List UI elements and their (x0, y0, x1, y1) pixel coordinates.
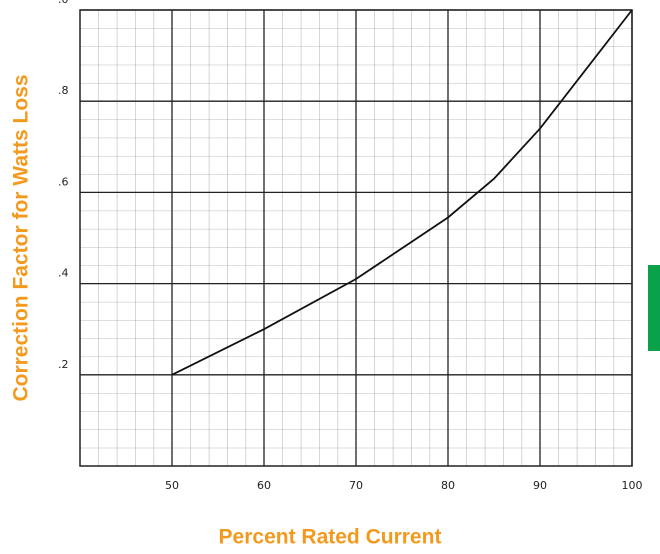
x-tick-label: 90 (533, 479, 547, 492)
x-tick-label: 80 (441, 479, 455, 492)
x-tick-label: 50 (165, 479, 179, 492)
data-line (171, 9, 633, 376)
side-tab (648, 265, 660, 351)
y-tick-label: .2 (58, 358, 69, 371)
y-tick-label: .4 (58, 267, 69, 280)
x-axis-title: Percent Rated Current (219, 526, 442, 549)
x-tick-label: 100 (622, 479, 643, 492)
x-tick-label: 70 (349, 479, 363, 492)
x-tick-label: 60 (257, 479, 271, 492)
y-axis-title: Correction Factor for Watts Loss (10, 74, 33, 401)
y-tick-label: .8 (58, 84, 69, 97)
y-tick-label: .6 (58, 175, 69, 188)
y-tick-label: .0 (58, 0, 69, 6)
